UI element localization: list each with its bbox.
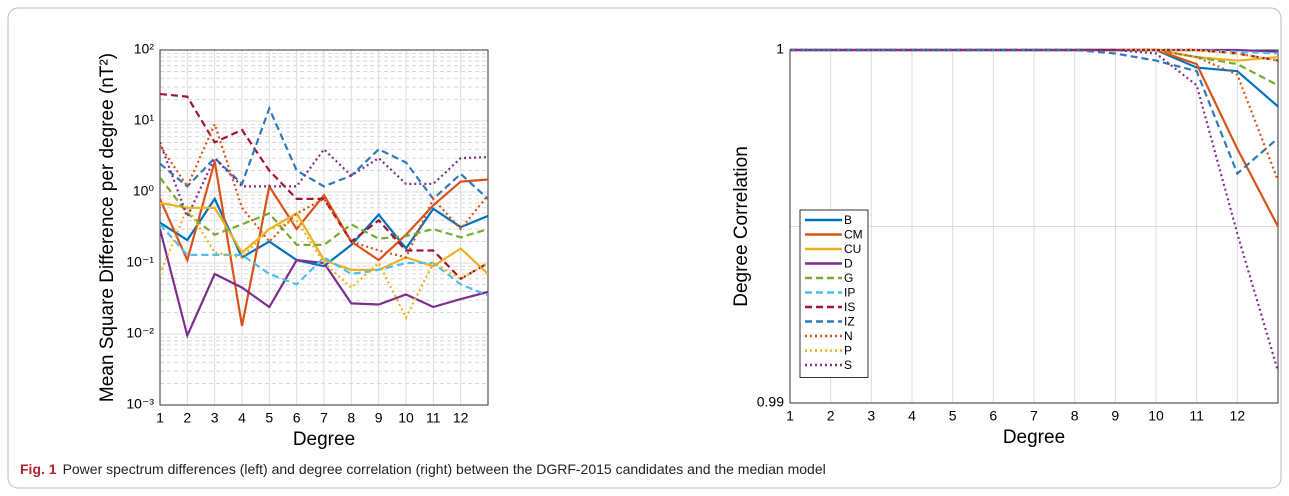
x-tick-label: 2: [183, 410, 191, 426]
y-axis-label: Mean Square Difference per degree (nT²): [97, 53, 118, 402]
y-tick-label: 0.99: [757, 394, 784, 410]
x-tick-label: 10: [1148, 408, 1164, 424]
x-axis-label: Degree: [293, 429, 355, 450]
x-tick-label: 9: [1111, 408, 1119, 424]
x-tick-label: 12: [1230, 408, 1246, 424]
legend-label: IZ: [844, 315, 855, 329]
legend-label: IS: [844, 300, 855, 314]
x-tick-label: 6: [989, 408, 997, 424]
legend-label: D: [844, 257, 853, 271]
legend-label: G: [844, 271, 853, 285]
x-tick-label: 1: [156, 410, 164, 426]
x-tick-label: 5: [265, 410, 273, 426]
series-line: [160, 92, 488, 281]
series-line: [160, 121, 488, 259]
x-tick-label: 2: [827, 408, 835, 424]
axes-box: [159, 49, 489, 406]
y-tick-label: 1: [776, 41, 784, 57]
x-tick-label: 11: [1189, 408, 1204, 424]
x-tick-label: 7: [1030, 408, 1038, 424]
x-tick-label: 4: [908, 408, 916, 424]
x-tick-label: 12: [453, 410, 469, 426]
legend-label: CU: [844, 242, 861, 256]
y-tick-label: 10¹: [134, 112, 155, 128]
x-tick-label: 3: [211, 410, 219, 426]
x-tick-label: 5: [949, 408, 957, 424]
legend-label: P: [844, 344, 852, 358]
x-tick-label: 6: [293, 410, 301, 426]
series-line: [160, 201, 488, 275]
series-line: [160, 176, 488, 246]
x-tick-label: 8: [347, 410, 355, 426]
series-line: [160, 196, 488, 268]
y-tick-label: 10⁻²: [126, 325, 154, 341]
legend-label: IP: [844, 286, 855, 300]
legend-label: S: [844, 358, 852, 372]
caption: Fig. 1 Power spectrum differences (left) …: [20, 461, 826, 477]
caption-text: Power spectrum differences (left) and de…: [62, 461, 826, 477]
x-tick-label: 8: [1071, 408, 1079, 424]
y-tick-label: 10⁻³: [126, 396, 154, 412]
x-tick-label: 9: [375, 410, 383, 426]
frame: [7, 7, 1282, 489]
caption-label: Fig. 1: [20, 461, 57, 477]
series-line: [160, 161, 488, 327]
series-line: [160, 205, 488, 321]
x-tick-label: 10: [398, 410, 414, 426]
x-tick-label: 3: [867, 408, 875, 424]
y-axis-label: Degree Correlation: [731, 146, 752, 307]
y-tick-label: 10⁻¹: [126, 254, 154, 270]
y-tick-label: 10²: [134, 41, 155, 57]
x-tick-label: 1: [786, 408, 794, 424]
legend-label: N: [844, 329, 853, 343]
x-tick-label: 4: [238, 410, 246, 426]
y-tick-label: 10⁰: [133, 183, 155, 199]
x-tick-label: 7: [320, 410, 328, 426]
x-tick-label: 11: [426, 410, 441, 426]
legend-label: B: [844, 213, 852, 227]
legend-label: CM: [844, 228, 863, 242]
series-line: [790, 48, 1278, 372]
x-axis-label: Degree: [1003, 427, 1065, 448]
